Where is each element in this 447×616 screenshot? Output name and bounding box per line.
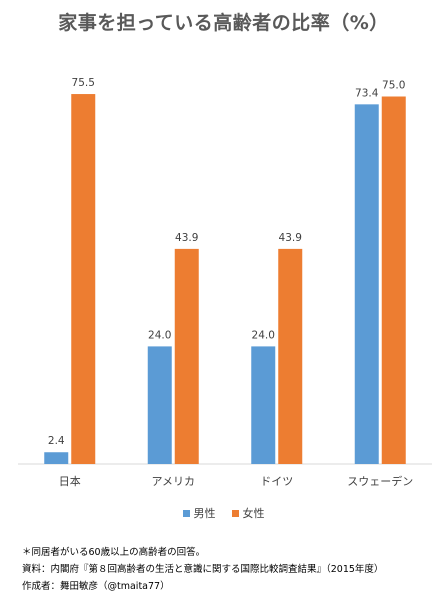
chart-notes: ＊同居者がいる60歳以上の高齢者の回答。 資料：内閣府『第８回高齢者の生活と意識… — [22, 544, 442, 595]
data-label-male-3: 73.4 — [355, 87, 379, 99]
data-label-female-3: 75.0 — [382, 80, 405, 92]
bar-female-2 — [278, 248, 303, 464]
bar-male-3 — [354, 104, 379, 464]
chart-title: 家事を担っている高齢者の比率（%） — [58, 12, 389, 34]
legend-label-female: 女性 — [242, 507, 265, 520]
bar-female-3 — [381, 96, 406, 464]
category-label-2: ドイツ — [260, 475, 293, 488]
bar-male-0 — [44, 452, 69, 464]
data-label-female-2: 43.9 — [279, 232, 302, 244]
data-label-male-0: 2.4 — [48, 435, 65, 447]
data-label-male-1: 24.0 — [148, 329, 171, 341]
chart-legend: 男性 女性 — [0, 505, 447, 521]
note-author: 作成者：舞田敏彦（@tmaita77） — [22, 581, 170, 592]
category-label-3: スウェーデン — [347, 474, 413, 488]
note-respondents: ＊同居者がいる60歳以上の高齢者の回答。 — [22, 547, 206, 558]
data-label-female-0: 75.5 — [72, 77, 95, 89]
bar-male-2 — [251, 346, 276, 464]
bar-male-1 — [147, 346, 172, 464]
legend-item-female: 女性 — [231, 505, 265, 521]
legend-swatch-female — [231, 509, 239, 517]
legend-item-male: 男性 — [182, 505, 216, 521]
legend-swatch-male — [182, 509, 190, 517]
note-source: 資料：内閣府『第８回高齢者の生活と意識に関する国際比較調査結果』（2015年度） — [22, 564, 384, 575]
data-label-female-1: 43.9 — [175, 232, 198, 244]
bar-female-1 — [174, 248, 199, 464]
category-label-0: 日本 — [59, 474, 81, 488]
data-label-male-2: 24.0 — [252, 329, 275, 341]
category-label-1: アメリカ — [152, 475, 195, 488]
bar-female-0 — [71, 94, 96, 465]
legend-label-male: 男性 — [193, 507, 216, 520]
